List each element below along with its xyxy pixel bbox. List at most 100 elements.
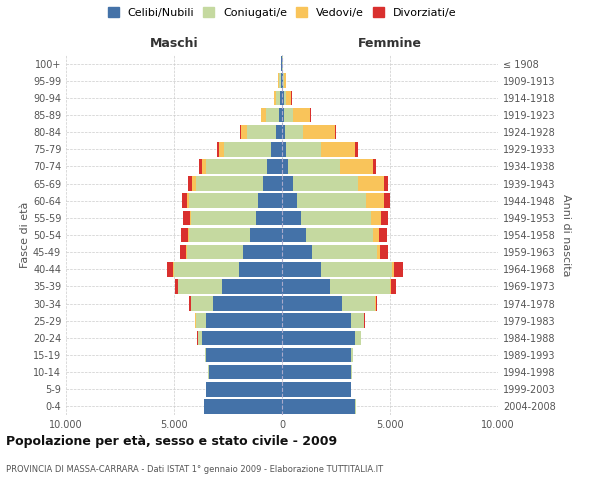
Bar	[195, 314, 196, 328]
Bar	[282, 176, 293, 191]
Bar	[189, 194, 258, 208]
Bar	[377, 245, 380, 260]
Bar	[202, 330, 282, 345]
Bar	[282, 210, 301, 225]
Bar	[383, 194, 389, 208]
Text: Popolazione per età, sesso e stato civile - 2009: Popolazione per età, sesso e stato civil…	[6, 435, 337, 448]
Bar	[271, 142, 282, 156]
Bar	[289, 159, 340, 174]
Bar	[263, 176, 282, 191]
Bar	[376, 296, 377, 311]
Bar	[282, 330, 355, 345]
Text: Maschi: Maschi	[149, 37, 199, 50]
Bar	[239, 125, 241, 140]
Bar	[221, 279, 282, 293]
Bar	[188, 176, 193, 191]
Bar	[301, 210, 371, 225]
Bar	[243, 245, 282, 260]
Bar	[355, 330, 361, 345]
Bar	[282, 228, 306, 242]
Bar	[379, 228, 387, 242]
Bar	[258, 194, 282, 208]
Bar	[285, 125, 302, 140]
Bar	[282, 348, 351, 362]
Bar	[282, 382, 351, 396]
Bar	[204, 399, 282, 413]
Bar	[167, 262, 173, 276]
Bar	[206, 348, 282, 362]
Bar	[199, 159, 202, 174]
Bar	[306, 228, 373, 242]
Bar	[282, 365, 351, 380]
Bar	[282, 296, 343, 311]
Bar	[282, 142, 286, 156]
Bar	[282, 194, 297, 208]
Y-axis label: Anni di nascita: Anni di nascita	[561, 194, 571, 276]
Bar	[183, 210, 190, 225]
Bar	[373, 159, 376, 174]
Bar	[213, 296, 282, 311]
Bar	[364, 314, 365, 328]
Bar	[383, 176, 388, 191]
Bar	[217, 142, 220, 156]
Bar	[283, 74, 284, 88]
Bar	[282, 74, 283, 88]
Bar	[293, 108, 310, 122]
Bar	[293, 176, 358, 191]
Bar	[220, 142, 224, 156]
Bar	[281, 56, 282, 71]
Bar	[274, 90, 276, 105]
Bar	[191, 296, 213, 311]
Bar	[276, 90, 280, 105]
Bar	[282, 245, 312, 260]
Bar	[321, 262, 392, 276]
Bar	[191, 210, 256, 225]
Bar	[193, 176, 196, 191]
Bar	[286, 90, 291, 105]
Bar	[224, 142, 271, 156]
Bar	[321, 142, 355, 156]
Bar	[250, 228, 282, 242]
Bar	[187, 194, 189, 208]
Bar	[282, 279, 329, 293]
Bar	[279, 74, 281, 88]
Bar	[196, 176, 263, 191]
Bar	[188, 228, 189, 242]
Bar	[190, 296, 191, 311]
Text: PROVINCIA DI MASSA-CARRARA - Dati ISTAT 1° gennaio 2009 - Elaborazione TUTTITALI: PROVINCIA DI MASSA-CARRARA - Dati ISTAT …	[6, 465, 383, 474]
Bar	[175, 279, 178, 293]
Bar	[282, 262, 321, 276]
Bar	[275, 125, 282, 140]
Bar	[343, 296, 375, 311]
Text: Femmine: Femmine	[358, 37, 422, 50]
Bar	[189, 228, 250, 242]
Bar	[186, 245, 187, 260]
Bar	[286, 142, 321, 156]
Bar	[394, 262, 403, 276]
Bar	[266, 108, 279, 122]
Bar	[206, 159, 267, 174]
Bar	[282, 399, 355, 413]
Bar	[198, 330, 202, 345]
Bar	[278, 74, 279, 88]
Bar	[281, 74, 282, 88]
Bar	[205, 348, 206, 362]
Bar	[190, 210, 191, 225]
Bar	[261, 108, 262, 122]
Bar	[182, 194, 187, 208]
Bar	[371, 210, 382, 225]
Bar	[302, 125, 335, 140]
Bar	[358, 176, 383, 191]
Bar	[282, 90, 284, 105]
Y-axis label: Fasce di età: Fasce di età	[20, 202, 30, 268]
Bar	[380, 245, 388, 260]
Bar	[284, 90, 286, 105]
Bar	[202, 159, 206, 174]
Bar	[284, 74, 286, 88]
Bar	[241, 125, 247, 140]
Bar	[256, 210, 282, 225]
Bar	[373, 228, 379, 242]
Bar	[181, 228, 188, 242]
Bar	[196, 314, 206, 328]
Bar	[282, 108, 284, 122]
